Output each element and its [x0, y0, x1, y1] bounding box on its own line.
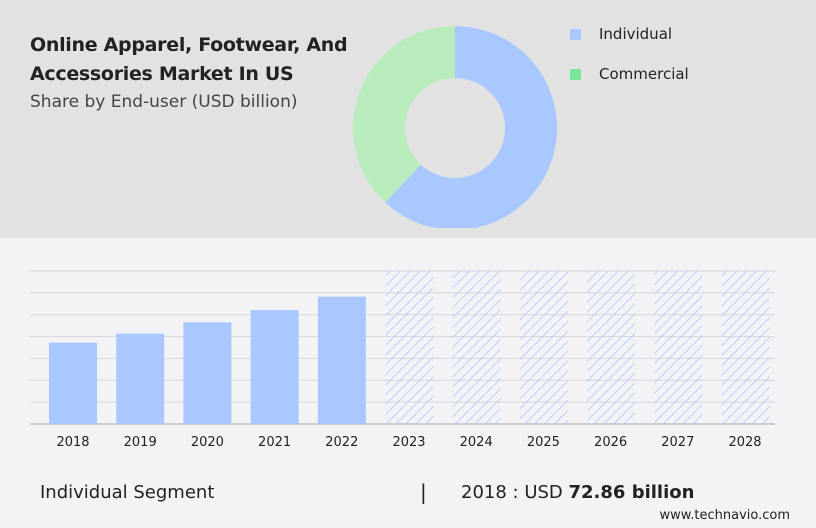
year-label: 2018 : USD: [461, 482, 569, 503]
bar-chart: 2018 2019 2020 2021 2022 2023 2024 2025 2026 2027…: [30, 270, 775, 450]
x-tick-label: 2019: [124, 435, 157, 450]
segment-label: Individual Segment: [40, 482, 215, 503]
website-link[interactable]: www.technavio.com: [659, 508, 790, 523]
x-tick-label: 2026: [594, 435, 627, 450]
donut-chart: [353, 26, 557, 228]
x-tick-label: 2025: [527, 435, 560, 450]
x-tick-label: 2023: [392, 435, 425, 450]
bar-2020: [183, 322, 232, 424]
segment-value: 2018 : USD 72.86 billion: [461, 482, 694, 503]
forecast-bar-2027: [654, 271, 703, 424]
chart-subtitle: Share by End-user (USD billion): [30, 92, 298, 112]
bar-2018: [49, 342, 97, 424]
forecast-bar-2025: [519, 271, 568, 424]
bar-2021: [250, 310, 299, 424]
x-tick-label: 2024: [460, 435, 493, 450]
separator: |: [420, 480, 427, 504]
forecast-bar-2026: [587, 271, 636, 424]
x-tick-label: 2028: [728, 435, 761, 450]
legend-label: Individual: [599, 25, 673, 43]
x-tick-label: 2021: [258, 435, 291, 450]
donut-slice-commercial: [353, 26, 455, 203]
bar-2019: [116, 333, 165, 424]
x-tick-label: 2022: [325, 435, 358, 450]
legend-item-individual: Individual: [570, 25, 672, 43]
bar-2022: [317, 296, 366, 424]
legend-label: Commercial: [599, 65, 689, 83]
chart-title: Online Apparel, Footwear, And Accessorie…: [30, 34, 348, 85]
legend-item-commercial: Commercial: [570, 65, 689, 83]
x-tick-label: 2027: [661, 435, 694, 450]
x-tick-label: 2018: [56, 435, 89, 450]
legend-swatch: [570, 69, 581, 80]
forecast-bar-2023: [385, 271, 434, 424]
legend-swatch: [570, 29, 581, 40]
x-tick-label: 2020: [191, 435, 224, 450]
forecast-bar-2028: [721, 271, 770, 424]
donut-slice-individual: [385, 26, 557, 228]
value: 72.86 billion: [568, 482, 695, 503]
forecast-bar-2024: [452, 271, 501, 424]
